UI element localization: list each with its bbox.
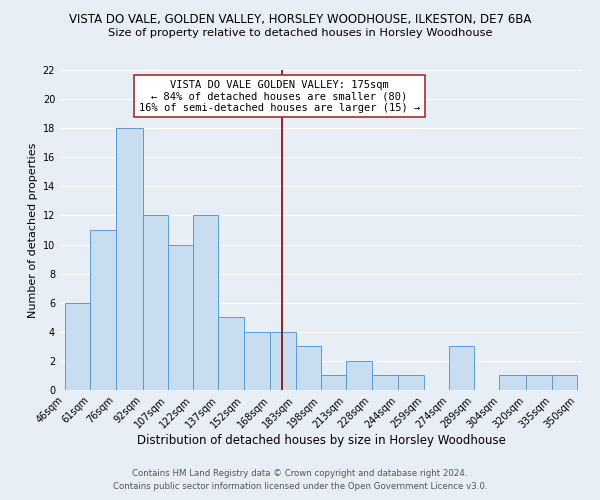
Bar [193, 216, 218, 390]
Bar [499, 376, 526, 390]
Bar [116, 128, 143, 390]
Bar [449, 346, 474, 390]
Bar [218, 318, 244, 390]
Text: VISTA DO VALE, GOLDEN VALLEY, HORSLEY WOODHOUSE, ILKESTON, DE7 6BA: VISTA DO VALE, GOLDEN VALLEY, HORSLEY WO… [69, 12, 531, 26]
Text: Contains public sector information licensed under the Open Government Licence v3: Contains public sector information licen… [113, 482, 487, 491]
X-axis label: Distribution of detached houses by size in Horsley Woodhouse: Distribution of detached houses by size … [137, 434, 505, 447]
Text: Size of property relative to detached houses in Horsley Woodhouse: Size of property relative to detached ho… [108, 28, 492, 38]
Bar [551, 376, 577, 390]
Text: VISTA DO VALE GOLDEN VALLEY: 175sqm
← 84% of detached houses are smaller (80)
16: VISTA DO VALE GOLDEN VALLEY: 175sqm ← 84… [139, 80, 420, 113]
Bar [296, 346, 321, 390]
Text: Contains HM Land Registry data © Crown copyright and database right 2024.: Contains HM Land Registry data © Crown c… [132, 468, 468, 477]
Bar [168, 244, 193, 390]
Bar [244, 332, 271, 390]
Bar [321, 376, 346, 390]
Bar [271, 332, 296, 390]
Y-axis label: Number of detached properties: Number of detached properties [28, 142, 38, 318]
Bar [371, 376, 398, 390]
Bar [398, 376, 424, 390]
Bar [143, 216, 168, 390]
Bar [346, 361, 371, 390]
Bar [65, 302, 91, 390]
Bar [526, 376, 551, 390]
Bar [91, 230, 116, 390]
